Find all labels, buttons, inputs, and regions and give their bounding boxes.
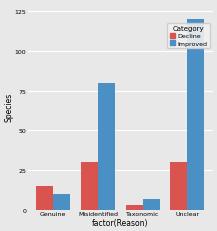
Bar [143, 199, 160, 210]
X-axis label: factor(Reason): factor(Reason) [92, 218, 148, 227]
Bar [36, 186, 53, 210]
Bar [170, 163, 187, 210]
Y-axis label: Species: Species [4, 93, 13, 122]
Bar [98, 83, 115, 210]
Bar [53, 194, 70, 210]
Bar [126, 205, 143, 210]
Bar [81, 163, 98, 210]
Bar [187, 20, 204, 210]
Legend: Decline, Improved: Decline, Improved [167, 24, 210, 49]
